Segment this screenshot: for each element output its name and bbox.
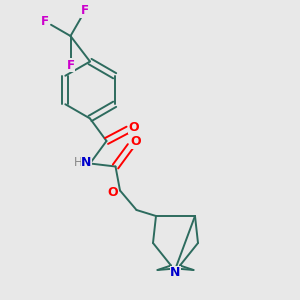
Text: F: F xyxy=(67,58,74,72)
Text: N: N xyxy=(170,266,181,280)
Text: O: O xyxy=(129,121,140,134)
Text: H: H xyxy=(74,156,83,170)
Text: O: O xyxy=(107,185,118,199)
Text: N: N xyxy=(81,156,92,170)
Text: F: F xyxy=(81,4,89,17)
Text: O: O xyxy=(130,135,141,148)
Text: F: F xyxy=(41,15,49,28)
